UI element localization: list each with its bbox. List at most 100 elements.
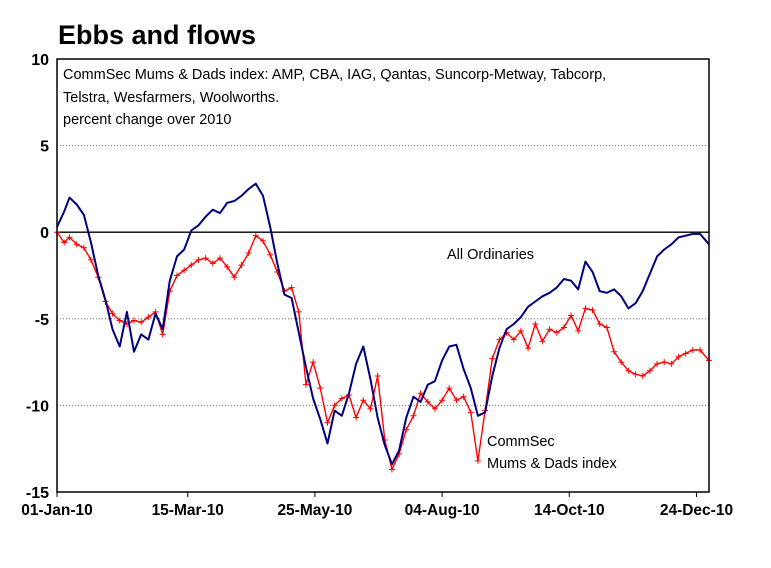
x-tick-label: 01-Jan-10	[21, 502, 93, 519]
data-point-marker	[181, 267, 188, 274]
data-point-marker	[80, 244, 87, 251]
data-point-marker	[661, 359, 668, 366]
annotation-commsec: CommSec	[487, 434, 555, 450]
data-point-marker	[675, 353, 682, 360]
data-point-marker	[131, 317, 138, 324]
data-point-marker	[525, 345, 532, 352]
data-point-marker	[689, 346, 696, 353]
data-point-marker	[73, 241, 80, 248]
data-point-marker	[625, 367, 632, 374]
data-point-marker	[145, 314, 152, 321]
data-point-marker	[295, 308, 302, 315]
data-point-marker	[589, 307, 596, 314]
data-point-marker	[302, 381, 309, 388]
data-point-marker	[453, 397, 460, 404]
y-tick-label: 0	[40, 225, 49, 242]
data-point-marker	[317, 385, 324, 392]
data-point-marker	[611, 348, 618, 355]
data-point-marker	[188, 262, 195, 269]
data-point-marker	[138, 319, 145, 326]
data-point-marker	[338, 395, 345, 402]
data-point-marker	[496, 336, 503, 343]
data-point-marker	[424, 398, 431, 405]
data-point-marker	[116, 317, 123, 324]
data-point-marker	[217, 255, 223, 262]
data-point-marker	[66, 234, 73, 241]
data-point-marker	[532, 320, 539, 327]
data-point-marker	[682, 350, 689, 357]
y-tick-label: 5	[40, 139, 49, 156]
data-point-marker	[632, 371, 639, 378]
series-mums-dads-index	[56, 231, 710, 471]
data-point-marker	[410, 412, 417, 419]
data-point-marker	[582, 305, 589, 312]
gridlines	[57, 145, 709, 406]
data-point-marker	[174, 272, 181, 279]
data-point-marker	[510, 336, 517, 343]
data-point-marker	[61, 239, 68, 246]
data-point-marker	[489, 355, 496, 362]
series-layer	[54, 182, 712, 473]
data-point-marker	[238, 262, 245, 269]
data-point-marker	[446, 385, 453, 392]
plot-frame	[56, 58, 710, 493]
data-point-marker	[209, 260, 216, 267]
data-point-marker	[568, 312, 575, 319]
data-point-marker	[553, 329, 560, 336]
x-tick-label: 24-Dec-10	[660, 502, 733, 519]
data-point-marker	[202, 255, 209, 262]
data-point-marker	[310, 359, 317, 366]
data-point-marker	[596, 320, 603, 327]
data-point-marker	[109, 310, 116, 317]
subtitle-line-3: percent change over 2010	[63, 112, 232, 128]
subtitle-line-1: CommSec Mums & Dads index: AMP, CBA, IAG…	[63, 67, 606, 83]
data-point-marker	[288, 284, 295, 291]
data-point-marker	[474, 457, 481, 464]
y-tick-label: -15	[26, 485, 49, 502]
data-point-marker	[646, 367, 653, 374]
data-point-marker	[431, 405, 438, 412]
data-point-marker	[417, 390, 424, 397]
y-tick-label: -5	[35, 312, 49, 329]
data-point-marker	[367, 405, 374, 412]
data-point-marker	[259, 237, 266, 244]
data-point-marker	[603, 324, 610, 331]
data-point-marker	[388, 466, 395, 473]
y-tick-label: -10	[26, 398, 49, 415]
x-tick-label: 15-Mar-10	[152, 502, 224, 519]
data-point-marker	[517, 327, 524, 334]
x-tick-label: 25-May-10	[277, 502, 352, 519]
data-point-marker	[618, 359, 625, 366]
data-point-marker	[88, 256, 95, 263]
data-point-marker	[159, 331, 166, 338]
data-point-marker	[331, 402, 338, 409]
data-point-marker	[245, 249, 252, 256]
annotation-mums-dads-index: Mums & Dads index	[487, 456, 617, 472]
data-point-marker	[224, 263, 231, 270]
data-point-marker	[267, 251, 274, 258]
data-point-marker	[560, 324, 567, 331]
data-point-marker	[668, 360, 675, 367]
data-point-marker	[360, 397, 367, 404]
data-point-marker	[539, 338, 546, 345]
data-point-marker	[252, 232, 259, 239]
data-point-marker	[374, 372, 381, 379]
data-point-marker	[575, 327, 582, 334]
x-tick-label: 04-Aug-10	[405, 502, 480, 519]
chart-title: Ebbs and flows	[58, 20, 257, 50]
data-point-marker	[697, 346, 704, 353]
data-point-marker	[639, 372, 646, 379]
data-point-marker	[654, 360, 661, 367]
x-axis-ticks: 01-Jan-10 15-Mar-10 25-May-10 04-Aug-10 14-O…	[21, 492, 733, 519]
data-point-marker	[460, 393, 467, 400]
data-point-marker	[231, 274, 238, 281]
annotation-all-ordinaries: All Ordinaries	[447, 247, 534, 263]
subtitle-line-2: Telstra, Wesfarmers, Woolworths.	[63, 90, 279, 106]
x-tick-label: 14-Oct-10	[534, 502, 605, 519]
data-point-marker	[353, 414, 360, 421]
series-all-ordinaries	[56, 182, 710, 466]
data-point-marker	[439, 397, 446, 404]
data-point-marker	[467, 409, 474, 416]
y-tick-label: 10	[31, 52, 49, 69]
